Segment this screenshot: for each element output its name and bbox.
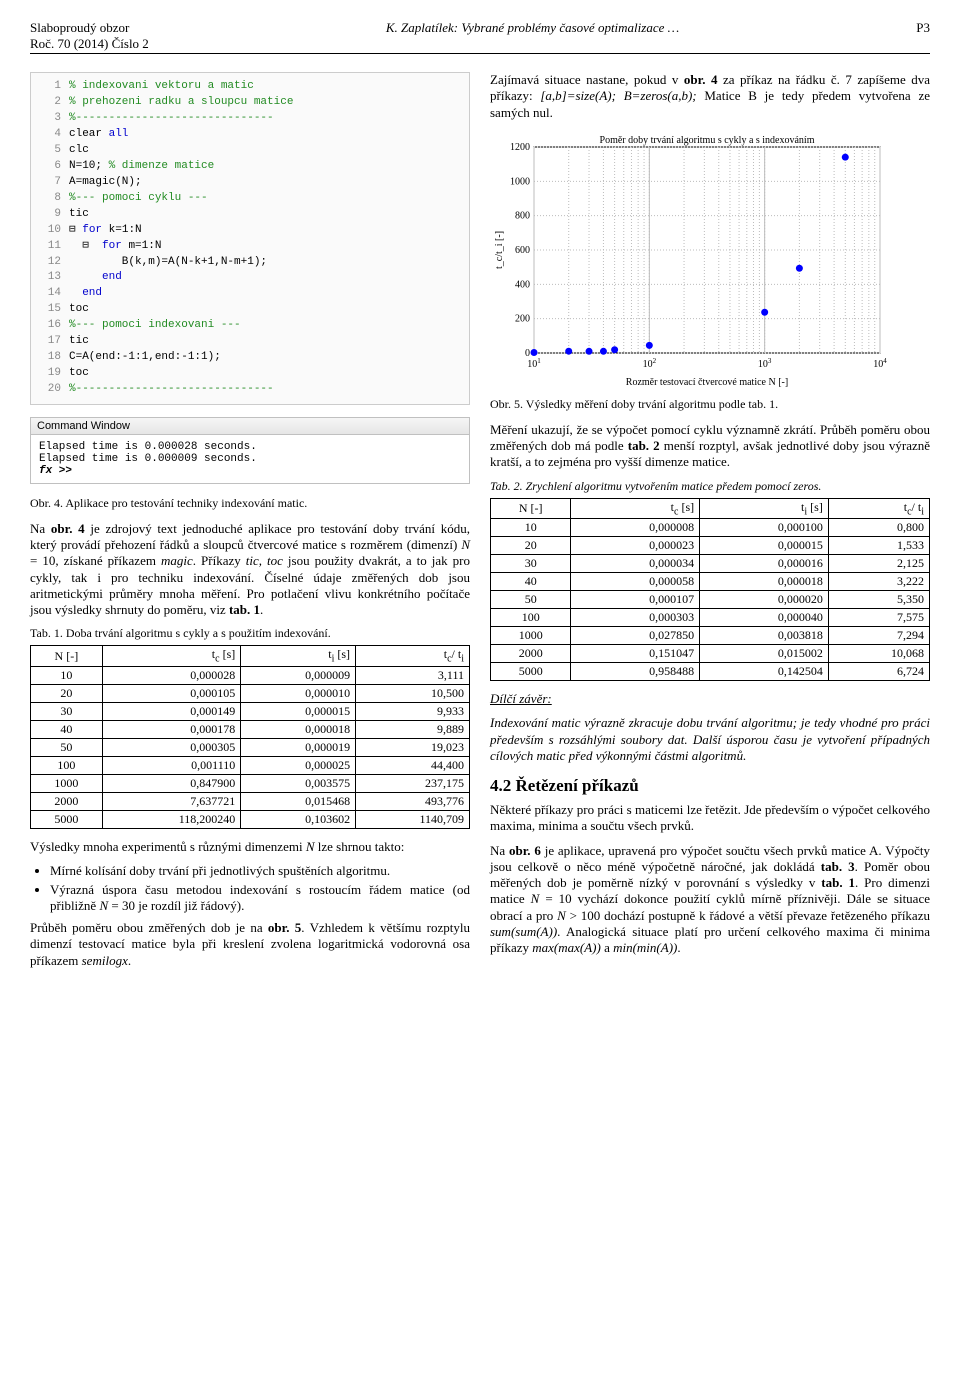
header-right: P3 <box>916 20 930 51</box>
paragraph-42b: Na obr. 6 je aplikace, upravená pro výpo… <box>490 843 930 957</box>
right-column: Zajímavá situace nastane, pokud v obr. 4… <box>490 72 930 977</box>
table-1-caption: Tab. 1. Doba trvání algoritmu s cykly a … <box>30 626 470 641</box>
svg-text:104: 104 <box>873 357 887 370</box>
page-header: Slaboproudý obzor Roč. 70 (2014) Číslo 2… <box>30 20 930 54</box>
journal-name: Slaboproudý obzor <box>30 20 129 35</box>
svg-text:200: 200 <box>515 314 530 325</box>
svg-text:600: 600 <box>515 245 530 256</box>
paragraph-right-top: Zajímavá situace nastane, pokud v obr. 4… <box>490 72 930 121</box>
svg-text:1000: 1000 <box>510 176 530 187</box>
command-window: Command Window Elapsed time is 0.000028 … <box>30 417 470 484</box>
svg-text:102: 102 <box>643 357 657 370</box>
list-item: Mírné kolísání doby trvání při jednotliv… <box>50 863 470 879</box>
bullet-list: Mírné kolísání doby trvání při jednotliv… <box>50 863 470 914</box>
svg-text:101: 101 <box>527 357 541 370</box>
figure-5-caption: Obr. 5. Výsledky měření doby trvání algo… <box>490 397 930 412</box>
figure-4-caption: Obr. 4. Aplikace pro testování techniky … <box>30 496 470 511</box>
code-block: 1% indexovani vektoru a matic 2% prehoze… <box>30 72 470 405</box>
table-2-caption: Tab. 2. Zrychlení algoritmu vytvořením m… <box>490 479 930 494</box>
svg-text:Poměr doby trvání algoritmu s: Poměr doby trvání algoritmu s cykly a s … <box>600 135 815 146</box>
dilci-zaver-label: Dílčí závěr: <box>490 691 930 707</box>
command-window-title: Command Window <box>31 418 469 435</box>
svg-text:t_c/t_i [-]: t_c/t_i [-] <box>494 231 505 269</box>
paragraph-results: Výsledky mnoha experimentů s různými dim… <box>30 839 470 855</box>
svg-text:1200: 1200 <box>510 142 530 153</box>
header-center: K. Zaplatílek: Vybrané problémy časové o… <box>386 20 679 51</box>
chart-obr5: 0 200 400 600 800 1000 1200 101 102 103 104 Poměr d… <box>490 129 930 389</box>
svg-text:400: 400 <box>515 279 530 290</box>
command-window-body: Elapsed time is 0.000028 seconds. Elapse… <box>31 435 469 483</box>
volume-line: Roč. 70 (2014) Číslo 2 <box>30 36 149 51</box>
dilci-zaver-text: Indexování matic výrazně zkracuje dobu t… <box>490 715 930 764</box>
paragraph-right-mid: Měření ukazují, že se výpočet pomocí cyk… <box>490 422 930 471</box>
list-item: Výrazná úspora času metodou indexování s… <box>50 882 470 914</box>
section-4-2-title: 4.2 Řetězení příkazů <box>490 776 930 796</box>
scatter-chart: 0 200 400 600 800 1000 1200 101 102 103 104 Poměr d… <box>490 129 890 389</box>
paragraph-42a: Některé příkazy pro práci s maticemi lze… <box>490 802 930 835</box>
svg-text:0: 0 <box>525 348 530 359</box>
table-1: N [-]tc [s]ti [s]tc/ ti100,0000280,00000… <box>30 645 470 828</box>
svg-text:800: 800 <box>515 211 530 222</box>
header-left: Slaboproudý obzor Roč. 70 (2014) Číslo 2 <box>30 20 149 51</box>
paragraph-obr4: Na obr. 4 je zdrojový text jednoduché ap… <box>30 521 470 619</box>
svg-text:103: 103 <box>758 357 772 370</box>
left-column: 1% indexovani vektoru a matic 2% prehoze… <box>30 72 470 977</box>
svg-text:Rozměr testovací čtvercové mat: Rozměr testovací čtvercové matice N [-] <box>626 377 788 388</box>
paragraph-after-bullets: Průběh poměru obou změřených dob je na o… <box>30 920 470 969</box>
table-2: N [-]tc [s]ti [s]tc/ ti100,0000080,00010… <box>490 498 930 681</box>
